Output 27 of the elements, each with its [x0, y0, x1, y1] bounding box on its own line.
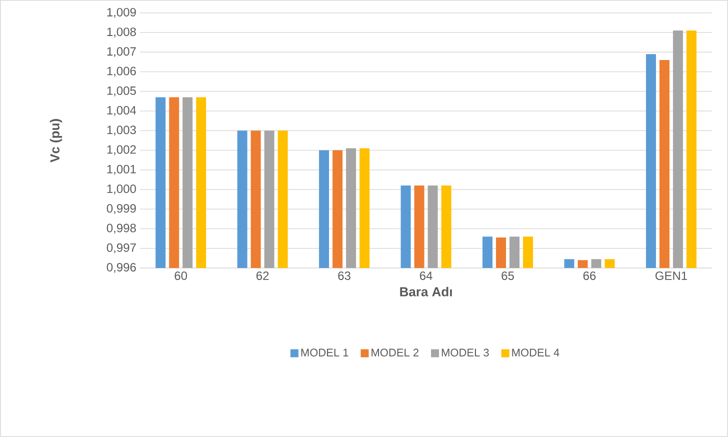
- y-tick-label: 0,996: [106, 263, 136, 273]
- y-tick-label: 1,003: [107, 126, 136, 136]
- x-axis-title: Bara Adı: [400, 286, 452, 296]
- x-tick-label: 60: [174, 272, 188, 280]
- legend-label: MODEL 1: [301, 348, 348, 357]
- y-tick-label: 1,002: [107, 145, 136, 156]
- legend-label: MODEL 2: [372, 348, 418, 357]
- y-tick-label: 1,009: [107, 8, 136, 18]
- y-axis-title: Vc (pu): [50, 119, 62, 162]
- y-tick-label: 1,006: [107, 66, 136, 77]
- x-tick-label: 63: [338, 272, 350, 280]
- legend-label: MODEL 3: [442, 348, 489, 357]
- y-tick-label: 0,997: [106, 243, 136, 254]
- legend-label: MODEL 4: [512, 348, 560, 357]
- x-tick-label: GEN1: [655, 272, 687, 280]
- y-tick-label: 0,998: [106, 224, 136, 234]
- y-tick-label: 1,000: [107, 184, 136, 194]
- x-tick-label: 65: [502, 272, 514, 280]
- x-tick-label: 62: [256, 272, 269, 280]
- y-tick-label: 1,005: [107, 86, 136, 96]
- x-tick-label: 66: [583, 272, 596, 280]
- x-tick-label: 64: [420, 272, 432, 280]
- y-tick-label: 1,007: [107, 47, 136, 58]
- y-tick-label: 0,999: [106, 204, 136, 214]
- y-tick-label: 1,001: [107, 164, 136, 175]
- y-tick-label: 1,008: [107, 28, 136, 38]
- y-tick-label: 1,004: [107, 106, 136, 116]
